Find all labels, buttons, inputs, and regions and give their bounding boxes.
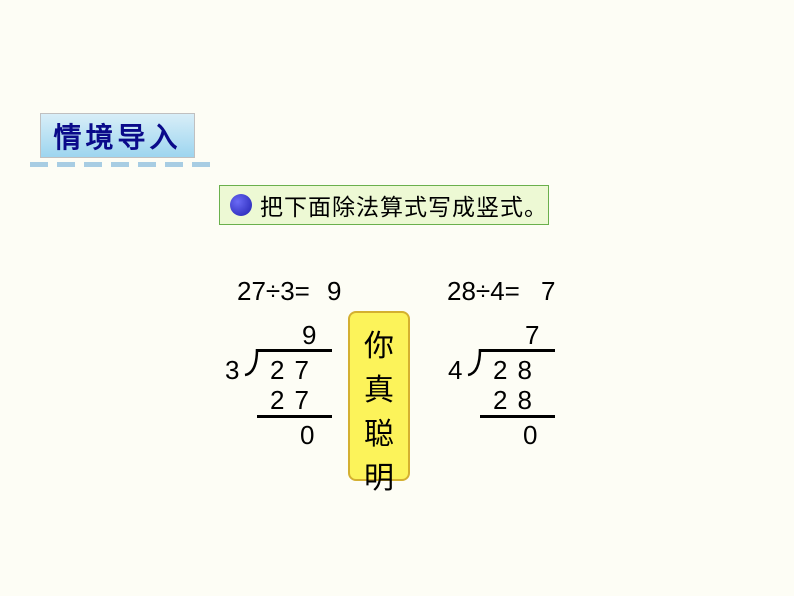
header-box: 情境导入 bbox=[40, 113, 195, 158]
ld1-dividend: 27 bbox=[270, 355, 319, 386]
ld2-dividend: 28 bbox=[493, 355, 542, 386]
instruction-text: 把下面除法算式写成竖式。 bbox=[260, 188, 548, 222]
ld2-line-top bbox=[480, 349, 555, 352]
dash bbox=[192, 162, 210, 167]
ld2-quotient: 7 bbox=[525, 320, 539, 351]
equation-2: 28÷4= bbox=[447, 276, 520, 307]
ld1-subtracted: 27 bbox=[270, 385, 319, 416]
ld2-result: 0 bbox=[523, 420, 537, 451]
equation-2-answer: 7 bbox=[541, 276, 555, 307]
praise-char-1: 你 bbox=[364, 321, 394, 365]
ld2-bracket-icon bbox=[464, 335, 490, 384]
dash bbox=[165, 162, 183, 167]
instruction-box: 把下面除法算式写成竖式。 bbox=[219, 185, 549, 225]
ld1-line-top bbox=[257, 349, 332, 352]
dash bbox=[84, 162, 102, 167]
ld2-divisor: 4 bbox=[448, 355, 462, 386]
praise-box: 你 真 聪 明 bbox=[348, 311, 410, 481]
praise-char-4: 明 bbox=[364, 453, 394, 497]
bullet-icon bbox=[230, 194, 252, 216]
equation-1: 27÷3= bbox=[237, 276, 310, 307]
dash bbox=[138, 162, 156, 167]
ld1-quotient: 9 bbox=[302, 320, 316, 351]
ld2-line-bottom bbox=[480, 415, 555, 418]
praise-char-2: 真 bbox=[364, 365, 394, 409]
header-dashes bbox=[30, 162, 210, 167]
dash bbox=[57, 162, 75, 167]
praise-char-3: 聪 bbox=[364, 409, 394, 453]
ld2-subtracted: 28 bbox=[493, 385, 542, 416]
equation-1-answer: 9 bbox=[327, 276, 341, 307]
ld1-result: 0 bbox=[300, 420, 314, 451]
ld1-bracket-icon bbox=[241, 335, 267, 384]
dash bbox=[30, 162, 48, 167]
dash bbox=[111, 162, 129, 167]
ld1-line-bottom bbox=[257, 415, 332, 418]
header-title: 情境导入 bbox=[53, 116, 181, 156]
ld1-divisor: 3 bbox=[225, 355, 239, 386]
